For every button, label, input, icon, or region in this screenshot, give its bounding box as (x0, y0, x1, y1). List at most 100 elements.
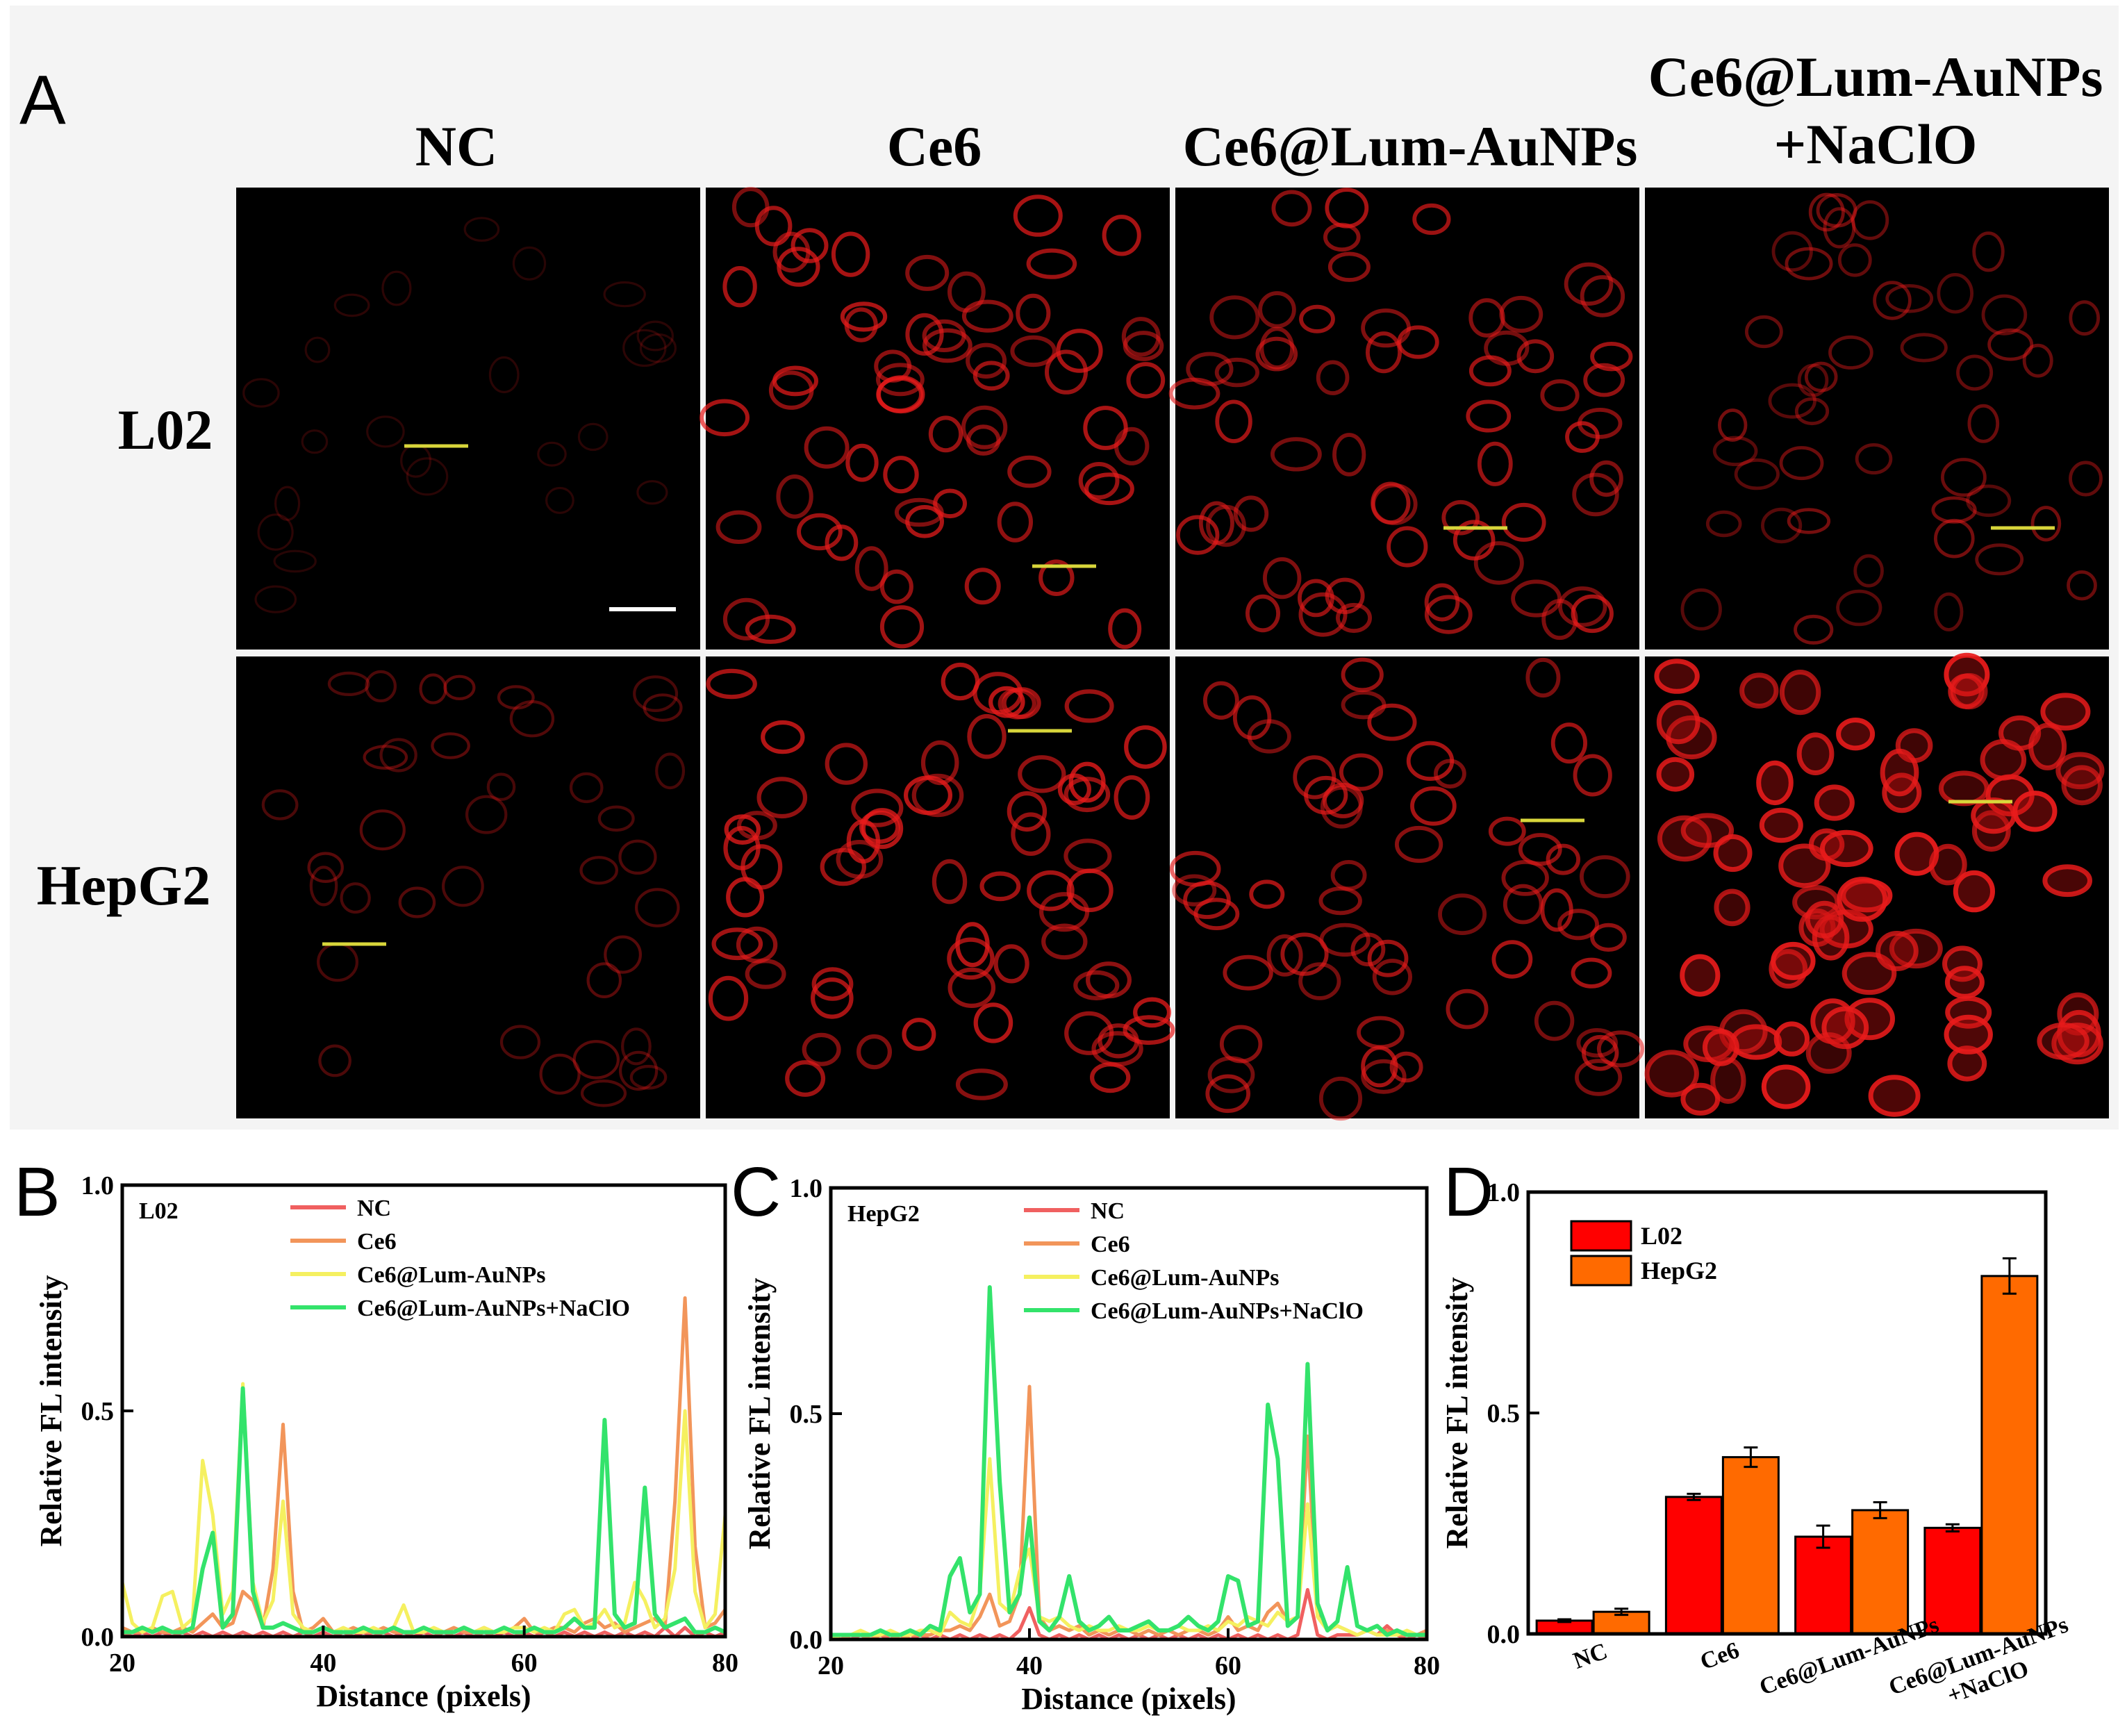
chart-d-bar-chart: NC Ce6 Ce6@Lum-AuNPsCe6@Lum-AuNPs+NaClO0.0… (1440, 1178, 2071, 1709)
fluorescent-cell (876, 363, 925, 397)
fluorescent-cell (1794, 397, 1830, 426)
fluorescent-cell (1078, 462, 1120, 499)
fluorescent-cell (1680, 813, 1735, 848)
legend-swatch (1570, 1220, 1632, 1252)
fluorescent-cell (1389, 1051, 1423, 1083)
fluorescent-cell (1041, 923, 1088, 960)
micrograph-background (706, 656, 1170, 1118)
panel-a-letter: A (19, 61, 66, 139)
fluorescent-cell (381, 270, 412, 306)
fluorescent-cell (1325, 188, 1369, 229)
fluorescent-cell (1575, 1059, 1623, 1096)
fluorescent-cell (1516, 339, 1555, 374)
fluorescent-cell (465, 795, 508, 834)
fluorescent-cell (1837, 243, 1872, 277)
fluorescent-cell (706, 668, 757, 700)
fluorescent-cell (1298, 592, 1348, 637)
fluorescent-cell (777, 247, 820, 287)
cell-group (1168, 188, 1633, 640)
fluorescent-cell (1027, 870, 1075, 911)
fluorescent-cell (840, 301, 888, 332)
fluorescent-cell (333, 293, 370, 317)
fluorescent-cell (621, 1027, 652, 1066)
fluorescent-cell (1873, 281, 1912, 320)
fluorescent-cell (791, 228, 829, 263)
fluorescent-cell (756, 777, 808, 819)
fluorescent-cell (1564, 262, 1614, 306)
x-tick-label: 40 (310, 1648, 336, 1678)
fluorescent-cell (1972, 231, 2005, 272)
fluorescent-cell (802, 1032, 841, 1066)
fluorescent-cell (1123, 1015, 1175, 1045)
fluorescent-cell (1928, 843, 1967, 886)
fluorescent-cell (1656, 700, 1700, 745)
fluorescent-cell (1855, 443, 1893, 475)
fluorescent-cell (883, 456, 919, 494)
fluorescent-cell (708, 975, 749, 1021)
fluorescent-cell (1126, 362, 1166, 399)
fluorescent-cell (1980, 739, 2027, 781)
fluorescent-cell (1851, 200, 1889, 240)
x-tick-label: 80 (712, 1648, 738, 1678)
fluorescent-cell (1367, 703, 1417, 741)
legend: NC Ce6 Ce6@Lum-AuNPs Ce6@Lum-AuNPs+NaClO (290, 1196, 630, 1321)
fluorescent-cell (1525, 657, 1561, 698)
fluorescent-cell (1953, 870, 1995, 913)
fluorescent-cell (643, 693, 683, 722)
fluorescent-cell (629, 1064, 668, 1090)
fluorescent-cell (1323, 782, 1364, 818)
fluorescent-cell (776, 474, 813, 519)
micrograph-r1-c3 (1168, 188, 1639, 650)
chart-b-l02-line-profile: 20 40 60 80 0.0 0.5 1.0 Distance (pixels) Relati… (34, 1171, 738, 1713)
fluorescent-cell (1501, 502, 1546, 542)
fluorescent-cell (1410, 786, 1457, 826)
fluorescent-cell (1091, 1031, 1143, 1067)
fluorescent-cell (1534, 1000, 1575, 1041)
fluorescent-cell (327, 671, 370, 697)
fluorescent-cell (365, 670, 397, 703)
fluorescent-cell (463, 217, 500, 242)
cell-group (700, 187, 1166, 650)
fluorescent-cell (1064, 689, 1114, 723)
panel-c-letter: C (731, 1153, 781, 1231)
fluorescent-cell (1473, 541, 1524, 585)
fluorescent-cell (537, 441, 567, 467)
chart-c-hepg2-line-profile: 20 40 60 80 0.0 0.5 1.0 Distance (pixels) Relati… (743, 1174, 1440, 1716)
fluorescent-cell (1880, 748, 1919, 797)
micrograph-r2-c1 (236, 656, 700, 1118)
micrograph-r1-c2 (700, 187, 1170, 650)
micrograph-background (1175, 188, 1639, 650)
x-tick-label: 20 (818, 1651, 844, 1680)
fluorescent-cell (618, 1050, 659, 1091)
fluorescent-cell (811, 977, 854, 1019)
fluorescent-cell (1057, 773, 1092, 806)
fluorescent-cell (569, 772, 604, 804)
x-tick-label: 60 (1215, 1651, 1241, 1680)
fluorescent-cell (1966, 484, 2012, 518)
fluorescent-cell (811, 967, 854, 1001)
fluorescent-cell (928, 415, 963, 453)
fluorescent-cell (1944, 1014, 1993, 1055)
legend-swatch (1570, 1255, 1632, 1287)
fluorescent-cell (1576, 1027, 1619, 1058)
fluorescent-cell (1010, 335, 1057, 367)
y-axis-label: Relative FL intensity (1440, 1277, 1474, 1548)
fluorescent-cell (1876, 931, 1919, 971)
fluorescent-cell (1937, 273, 1974, 314)
micrograph-r1-c1 (236, 188, 700, 650)
fluorescent-cell (973, 1002, 1013, 1043)
fluorescent-cell (1756, 760, 1794, 806)
fluorescent-cell (1203, 681, 1239, 720)
fluorescent-cell (1771, 231, 1813, 272)
fluorescent-cell (1499, 295, 1543, 333)
fluorescent-cell (1172, 874, 1217, 907)
fluorescent-cell (854, 546, 888, 591)
fluorescent-cell (1828, 335, 1873, 370)
row-label-hepg2: HepG2 (37, 854, 211, 917)
legend-label: NC (1091, 1198, 1125, 1224)
micrograph-r1-c4 (1645, 188, 2109, 650)
fluorescent-cell (1026, 248, 1077, 279)
fluorescent-cell (905, 313, 944, 356)
fluorescent-cell (761, 720, 805, 754)
fluorescent-cell (1836, 589, 1882, 627)
